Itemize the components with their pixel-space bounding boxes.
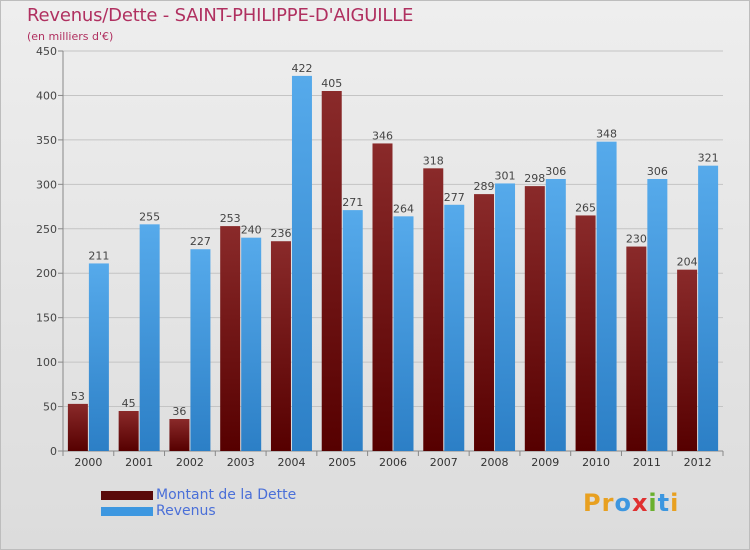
legend-swatch-revenus [101,507,153,516]
data-label: 255 [139,210,160,223]
bar-dette [270,241,291,451]
x-tick-label: 2010 [582,456,610,469]
data-label: 422 [291,62,312,75]
bar-dette [474,194,495,451]
data-label: 306 [647,165,668,178]
bar-dette [220,226,241,451]
x-tick-label: 2008 [481,456,509,469]
bar-dette [423,168,444,452]
data-label: 277 [444,191,465,204]
y-tick-label: 50 [43,401,57,414]
data-label: 253 [220,212,241,225]
y-tick-label: 0 [50,445,57,458]
y-tick-label: 200 [36,267,57,280]
y-tick-label: 150 [36,312,57,325]
y-tick-label: 400 [36,89,57,102]
y-tick-label: 250 [36,223,57,236]
x-tick-label: 2001 [125,456,153,469]
data-label: 36 [172,405,186,418]
data-label: 53 [71,390,85,403]
legend-label-dette: Montant de la Dette [156,487,297,503]
data-label: 236 [270,227,291,240]
x-tick-label: 2011 [633,456,661,469]
logo-letter: t [657,489,671,517]
bar-revenus [495,183,516,451]
data-label: 230 [626,233,647,246]
data-label: 346 [372,129,393,142]
x-tick-label: 2007 [430,456,458,469]
chart-subtitle: (en milliers d'€) [27,30,114,43]
x-tick-label: 2004 [277,456,305,469]
data-label: 204 [677,256,698,269]
legend-label-revenus: Revenus [156,503,216,519]
logo-letter: x [631,489,649,517]
bar-dette [118,411,139,451]
bar-dette [626,246,647,451]
data-label: 265 [575,201,596,214]
data-label: 227 [190,235,211,248]
bar-revenus [88,263,109,451]
data-label: 306 [545,165,566,178]
data-label: 301 [495,169,516,182]
bar-revenus [647,179,668,451]
bar-revenus [291,75,312,451]
y-tick-label: 100 [36,356,57,369]
logo-letter: i [670,489,680,517]
bar-revenus [139,224,160,451]
data-label: 211 [88,249,109,262]
chart-title: Revenus/Dette - SAINT-PHILIPPE-D'AIGUILL… [27,5,414,26]
bar-dette [524,186,545,451]
bar-revenus [545,179,566,451]
x-tick-label: 2002 [176,456,204,469]
legend-swatch-dette [101,491,153,500]
x-tick-label: 2000 [74,456,102,469]
logo-letter: o [614,489,632,517]
logo-letter: P [583,489,602,517]
x-tick-label: 2009 [531,456,559,469]
data-label: 321 [698,152,719,165]
bar-dette [321,91,342,451]
bar-dette [372,143,393,451]
bar-revenus [190,249,211,451]
logo-letter: r [601,489,615,517]
data-label: 240 [241,224,262,237]
x-tick-label: 2012 [684,456,712,469]
bar-revenus [596,141,617,451]
proxiti-logo: Proxiti [583,489,679,517]
data-label: 318 [423,154,444,167]
data-label: 348 [596,128,617,141]
bar-revenus [241,237,262,451]
bar-revenus [393,216,414,451]
x-tick-label: 2005 [328,456,356,469]
bar-dette [677,269,698,451]
x-tick-label: 2006 [379,456,407,469]
bar-dette [575,215,596,451]
bar-revenus [342,210,363,451]
bar-dette [67,403,88,451]
y-tick-label: 450 [36,45,57,58]
x-tick-label: 2003 [227,456,255,469]
y-tick-label: 350 [36,134,57,147]
bar-revenus [698,165,719,451]
logo-letter: i [648,489,658,517]
data-label: 264 [393,202,414,215]
data-label: 405 [321,77,342,90]
bar-dette [169,419,190,451]
data-label: 45 [122,397,136,410]
data-label: 289 [474,180,495,193]
data-label: 271 [342,196,363,209]
y-tick-label: 300 [36,178,57,191]
data-label: 298 [524,172,545,185]
bar-revenus [444,204,465,451]
